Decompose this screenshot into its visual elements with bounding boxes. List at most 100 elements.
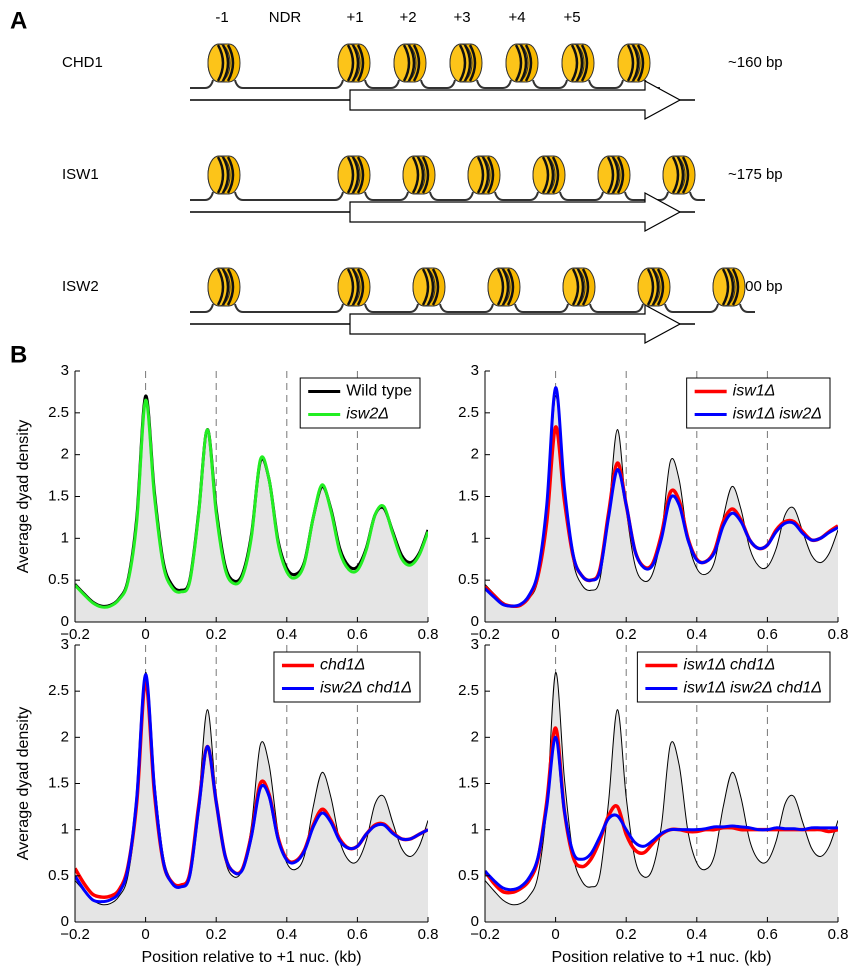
legend-label: Wild type bbox=[346, 383, 412, 400]
nucleosome-face bbox=[393, 43, 417, 83]
legend-label: isw2Δ chd1Δ bbox=[320, 680, 412, 697]
x-tick-label: −0.2 bbox=[60, 926, 90, 943]
legend-box bbox=[299, 377, 421, 429]
legend: chd1Δ isw2Δ chd1Δ bbox=[273, 651, 421, 703]
panel-label: B bbox=[10, 341, 27, 368]
nucleosome bbox=[505, 43, 539, 83]
position-label: +3 bbox=[453, 9, 470, 26]
nucleosome bbox=[207, 155, 241, 195]
legend-box bbox=[273, 651, 421, 703]
y-tick-label: 3 bbox=[471, 362, 479, 379]
dna bbox=[190, 79, 660, 89]
dna-wrap bbox=[351, 156, 360, 194]
position-label: -1 bbox=[215, 9, 228, 26]
x-tick-label: 0 bbox=[141, 926, 149, 943]
nucleosome-face bbox=[662, 155, 686, 195]
x-tick-label: 0.4 bbox=[276, 626, 297, 643]
nucleosome bbox=[597, 155, 631, 195]
legend-box bbox=[686, 377, 831, 429]
y-tick-label: 0.5 bbox=[458, 867, 479, 884]
dna-wrap bbox=[356, 156, 365, 194]
dna-wrap bbox=[346, 156, 355, 194]
y-tick-label: 1.5 bbox=[48, 487, 69, 504]
nucleosome-face bbox=[337, 155, 361, 195]
nucleosome bbox=[207, 43, 241, 83]
nucleosome-face bbox=[532, 155, 556, 195]
dna-wrap bbox=[407, 44, 416, 82]
dna-wrap bbox=[576, 268, 585, 306]
row-name: CHD1 bbox=[62, 54, 103, 71]
y-tick-label: 0.5 bbox=[458, 571, 479, 588]
dna-wrap bbox=[412, 44, 421, 82]
nucleosome-face bbox=[617, 43, 641, 83]
nucleosome bbox=[662, 155, 696, 195]
dna-wrap bbox=[481, 156, 490, 194]
dna-wrap bbox=[631, 44, 640, 82]
x-tick-label: 0.4 bbox=[686, 926, 707, 943]
dna-wrap bbox=[351, 44, 360, 82]
nucleosome-face bbox=[449, 43, 473, 83]
dna-wrap bbox=[580, 44, 589, 82]
dna-wrap bbox=[676, 156, 685, 194]
y-tick-label: 3 bbox=[61, 636, 69, 653]
y-tick-label: 1 bbox=[61, 529, 69, 546]
nucleosome bbox=[637, 267, 671, 307]
series-line bbox=[75, 398, 428, 609]
dna-wrap bbox=[519, 44, 528, 82]
dna-wrap bbox=[514, 44, 523, 82]
nucleosome-face bbox=[505, 43, 529, 83]
dna-wrap bbox=[226, 268, 235, 306]
dna-wrap bbox=[606, 156, 615, 194]
y-tick-label: 3 bbox=[61, 362, 69, 379]
x-tick-label: 0.8 bbox=[418, 926, 439, 943]
dna-wrap bbox=[421, 268, 430, 306]
dna-wrap bbox=[651, 268, 660, 306]
nucleosome bbox=[337, 267, 371, 307]
nucleosome-face bbox=[337, 43, 361, 83]
dna-wrap bbox=[501, 268, 510, 306]
y-tick-label: 2 bbox=[61, 728, 69, 745]
y-tick-label: 2.5 bbox=[48, 404, 69, 421]
row-spacing: ~160 bp bbox=[728, 54, 783, 71]
legend-label: chd1Δ bbox=[320, 657, 365, 674]
arrow bbox=[349, 191, 682, 233]
row-spacing: ~175 bp bbox=[728, 166, 783, 183]
y-axis-label: Average dyad density bbox=[15, 707, 32, 861]
nucleosome bbox=[712, 267, 746, 307]
position-label: +2 bbox=[399, 9, 416, 26]
dna-wrap bbox=[524, 44, 533, 82]
nucleosome-face bbox=[637, 267, 661, 307]
dna-wrap bbox=[541, 156, 550, 194]
nucleosome bbox=[337, 155, 371, 195]
x-tick-label: 0 bbox=[551, 926, 559, 943]
legend-label: isw1Δ isw2Δ bbox=[733, 406, 822, 423]
y-tick-label: 2 bbox=[61, 446, 69, 463]
nucleosome bbox=[337, 43, 371, 83]
dna-wrap bbox=[721, 268, 730, 306]
x-tick-label: 0.6 bbox=[347, 926, 368, 943]
dna-wrap bbox=[726, 268, 735, 306]
dna-wrap bbox=[468, 44, 477, 82]
nucleosome bbox=[617, 43, 651, 83]
dna-wrap bbox=[575, 44, 584, 82]
panel-label: A bbox=[10, 7, 27, 34]
arrow bbox=[349, 79, 682, 121]
y-tick-label: 1.5 bbox=[458, 487, 479, 504]
position-label: +1 bbox=[346, 9, 363, 26]
dna-wrap bbox=[356, 44, 365, 82]
nucleosome bbox=[487, 267, 521, 307]
x-tick-label: 0.8 bbox=[828, 626, 849, 643]
legend-label: isw1Δ bbox=[733, 383, 776, 400]
nucleosome bbox=[562, 267, 596, 307]
nucleosome-face bbox=[337, 267, 361, 307]
y-tick-label: 2 bbox=[471, 728, 479, 745]
dna-wrap bbox=[226, 156, 235, 194]
y-tick-label: 1 bbox=[471, 821, 479, 838]
y-tick-label: 0 bbox=[471, 613, 479, 630]
dna-wrap bbox=[731, 268, 740, 306]
dna-wrap bbox=[571, 268, 580, 306]
dna-wrap bbox=[636, 44, 645, 82]
arrow bbox=[349, 303, 682, 345]
x-tick-label: 0.6 bbox=[757, 926, 778, 943]
nucleosome-face bbox=[402, 155, 426, 195]
